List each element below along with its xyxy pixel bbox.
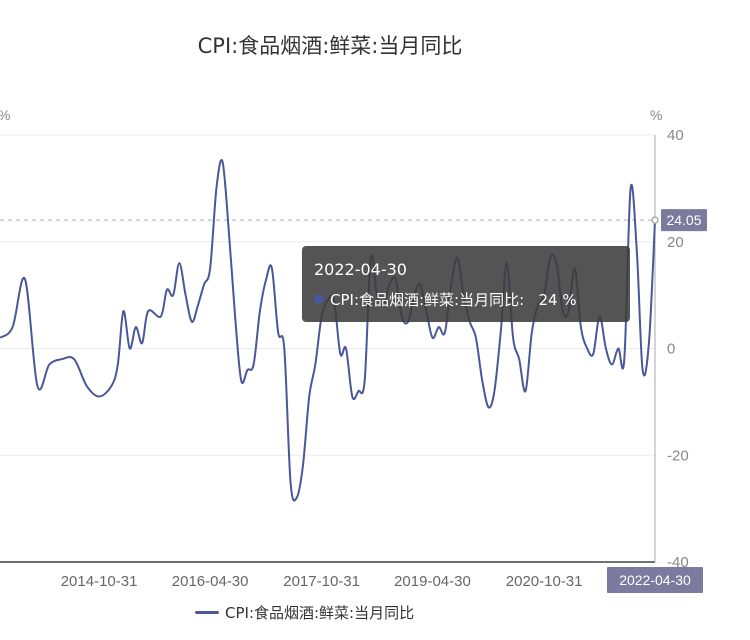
- series-point-marker: [651, 216, 659, 224]
- y-tick-label: 0: [667, 341, 675, 358]
- value-badge-label: 24.05: [666, 212, 701, 228]
- chart-legend[interactable]: CPI:食品烟酒:鲜菜:当月同比: [195, 602, 414, 623]
- tooltip-value: 24 %: [538, 291, 577, 309]
- tooltip-date: 2022-04-30: [314, 260, 407, 279]
- date-badge-label: 2022-04-30: [619, 572, 691, 588]
- tooltip-row: CPI:食品烟酒:鲜菜:当月同比: 24 %: [314, 289, 618, 310]
- x-tick-label: 2020-10-31: [506, 573, 583, 590]
- legend-label: CPI:食品烟酒:鲜菜:当月同比: [225, 604, 415, 622]
- chart-title: CPI:食品烟酒:鲜菜:当月同比: [197, 34, 463, 58]
- y-tick-label: -40: [667, 554, 689, 571]
- y-unit-label-left: %: [0, 107, 10, 123]
- chart-tooltip: 2022-04-30 CPI:食品烟酒:鲜菜:当月同比: 24 %: [302, 246, 630, 322]
- x-tick-label: 2019-04-30: [394, 573, 471, 590]
- y-unit-label-right: %: [650, 107, 662, 123]
- x-tick-label: 2016-04-30: [172, 573, 249, 590]
- value-badge: [661, 209, 707, 232]
- date-badge: [607, 567, 703, 593]
- tooltip-series-marker: [314, 294, 324, 304]
- series-line: [0, 159, 656, 502]
- x-tick-label: 2017-10-31: [283, 573, 360, 590]
- y-tick-label: 40: [667, 127, 684, 144]
- x-tick-label: 2014-10-31: [61, 573, 138, 590]
- y-tick-label: 20: [667, 234, 684, 251]
- y-tick-label: -20: [667, 447, 689, 464]
- legend-swatch: [195, 611, 219, 614]
- tooltip-series-label: CPI:食品烟酒:鲜菜:当月同比:: [330, 291, 525, 309]
